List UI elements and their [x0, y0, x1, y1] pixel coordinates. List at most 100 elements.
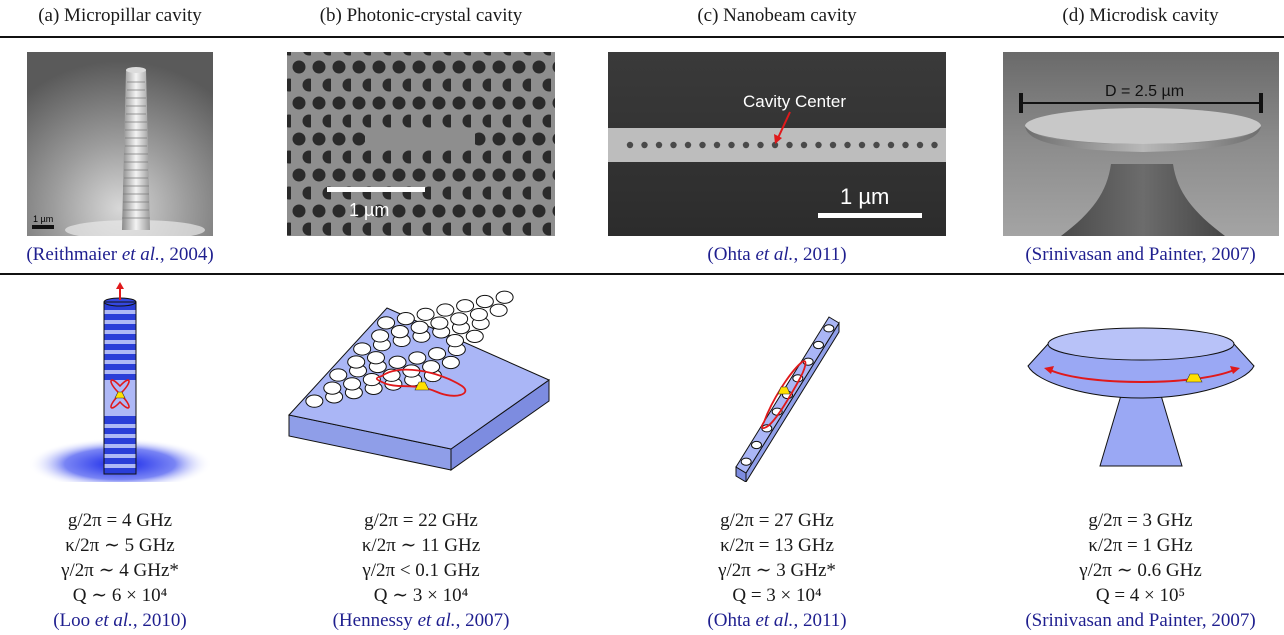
scale-bar-label: 1 µm [33, 214, 53, 224]
param-kappa: κ/2π ∼ 5 GHz [65, 535, 175, 556]
hole [436, 303, 455, 317]
param-gamma: γ/2π ∼ 3 GHz* [718, 560, 836, 581]
middle-rule [0, 273, 1284, 275]
param-citation: (Loo et al., 2010) [53, 610, 187, 631]
hole [353, 342, 372, 356]
hole [771, 141, 779, 149]
hole [441, 355, 460, 370]
diagram-nanobeam [735, 316, 840, 482]
panel-photonic-crystal: (b) Photonic-crystal cavity 1 µm g/2π = … [240, 0, 602, 635]
param-coupling: g/2π = 27 GHz [720, 510, 834, 531]
sem-image-photonic-crystal: 1 µm [287, 52, 555, 236]
param-quality-factor: Q ∼ 6 × 10⁴ [72, 585, 168, 606]
hole [456, 299, 475, 313]
hole-row [626, 141, 938, 149]
panel-header: (d) Microdisk cavity [1062, 5, 1219, 26]
image-citation: (Ohta et al., 2011) [707, 244, 847, 265]
hole [410, 320, 429, 334]
param-coupling: g/2π = 4 GHz [67, 510, 173, 531]
param-gamma: γ/2π ∼ 0.6 GHz [1079, 560, 1202, 581]
hole [858, 141, 866, 149]
hole [786, 141, 793, 149]
cavity-center-label: Cavity Center [743, 92, 846, 111]
hole [323, 381, 342, 395]
param-citation: (Srinivasan and Painter, 2007) [1025, 610, 1256, 631]
hole [813, 340, 824, 350]
parameter-list: g/2π = 27 GHz κ/2π = 13 GHz γ/2π ∼ 3 GHz… [602, 508, 952, 633]
hole [475, 294, 494, 309]
hole [844, 141, 851, 149]
hole [740, 457, 752, 466]
param-citation: (Ohta et al., 2011) [707, 610, 847, 631]
hole [931, 141, 938, 149]
hole [728, 141, 735, 149]
hole [408, 351, 427, 365]
hole [396, 311, 415, 326]
param-quality-factor: Q = 4 × 10⁵ [1095, 585, 1186, 606]
sem-image-microdisk: D = 2.5 µm [1002, 52, 1279, 236]
top-rule [0, 36, 1284, 38]
parameter-list: g/2π = 3 GHz κ/2π = 1 GHz γ/2π ∼ 0.6 GHz… [997, 508, 1284, 633]
hole [469, 307, 488, 322]
panel-nanobeam: (c) Nanobeam cavity Cavity Center 1 µm (… [602, 0, 952, 635]
image-citation: (Reithmaier et al., 2004) [26, 244, 214, 265]
diagram-microdisk [1026, 327, 1255, 467]
hole [465, 329, 484, 344]
hole [388, 355, 407, 369]
hole [829, 141, 837, 149]
hole [887, 141, 895, 149]
hole [446, 334, 464, 348]
hole-row [740, 324, 835, 466]
hole [430, 316, 449, 330]
hole [428, 347, 447, 361]
hole [742, 141, 750, 149]
hole [377, 316, 396, 330]
param-quality-factor: Q ∼ 3 × 10⁴ [373, 585, 469, 606]
sem-image-micropillar: 1 µm [27, 52, 213, 236]
hole [343, 377, 362, 391]
hole [347, 355, 366, 369]
hole [371, 329, 390, 343]
hole [916, 141, 924, 149]
image-citation: (Srinivasan and Painter, 2007) [1025, 244, 1256, 265]
hole [416, 307, 435, 321]
panel-microdisk: (d) Microdisk cavity D = [997, 0, 1284, 635]
sem-image-nanobeam: Cavity Center 1 µm [608, 52, 946, 236]
param-gamma: γ/2π ∼ 4 GHz* [61, 560, 179, 581]
hole [366, 351, 385, 365]
parameter-list: g/2π = 4 GHz κ/2π ∼ 5 GHz γ/2π ∼ 4 GHz* … [0, 508, 240, 633]
hole [390, 325, 409, 339]
scale-bar-label: 1 µm [349, 200, 389, 220]
hole [489, 303, 508, 317]
hole [800, 141, 808, 149]
hole [655, 141, 663, 149]
panel-micropillar: (a) Micropillar cavity [0, 0, 240, 635]
scale-bar-label: 1 µm [840, 184, 889, 209]
panel-header: (c) Nanobeam cavity [697, 5, 857, 26]
diameter-label: D = 2.5 µm [1105, 83, 1184, 100]
hole [699, 141, 706, 149]
diagram-photonic-crystal [288, 290, 551, 471]
hole [823, 324, 835, 333]
hole-array [305, 290, 514, 408]
panel-header: (a) Micropillar cavity [38, 5, 202, 26]
hole [362, 372, 381, 387]
diagram-micropillar [28, 282, 212, 482]
hole [626, 141, 634, 149]
hole [329, 368, 348, 382]
param-coupling: g/2π = 3 GHz [1088, 510, 1193, 531]
param-citation: (Hennessy et al., 2007) [332, 610, 510, 631]
param-kappa: κ/2π ∼ 11 GHz [361, 535, 481, 556]
parameter-list: g/2π = 22 GHz κ/2π ∼ 11 GHz γ/2π < 0.1 G… [240, 508, 602, 633]
param-gamma: γ/2π < 0.1 GHz [362, 560, 480, 581]
hole [751, 440, 762, 450]
param-coupling: g/2π = 22 GHz [364, 510, 478, 531]
hole [670, 141, 677, 149]
hole [450, 312, 469, 326]
hole [757, 141, 764, 149]
param-kappa: κ/2π = 1 GHz [1088, 535, 1193, 556]
hole [815, 141, 822, 149]
hole [873, 141, 880, 149]
hole [713, 141, 721, 149]
panel-header: (b) Photonic-crystal cavity [319, 5, 523, 26]
